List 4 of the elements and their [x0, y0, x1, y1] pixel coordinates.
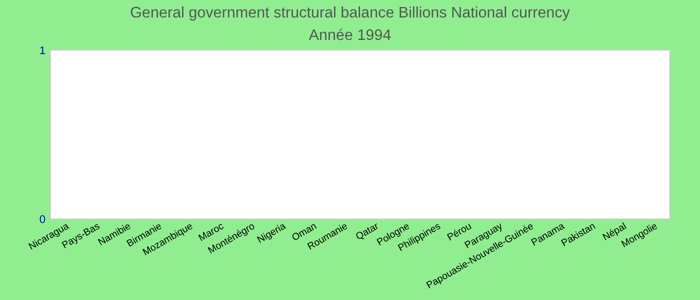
y-tick-label: 0: [40, 215, 46, 224]
chart-title: General government structural balance Billions National currency: [130, 6, 570, 21]
chart-subtitle: Année 1994: [308, 28, 391, 40]
y-tick-label: 1: [40, 46, 45, 54]
